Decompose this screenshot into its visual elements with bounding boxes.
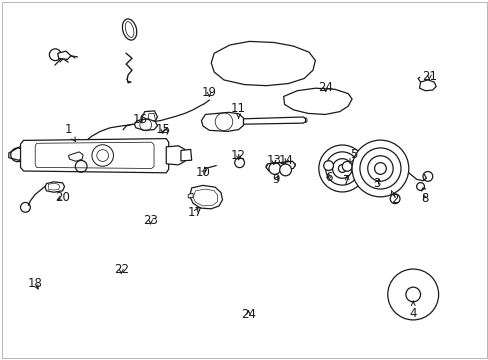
Text: 21: 21 — [421, 70, 436, 83]
Text: 12: 12 — [231, 149, 245, 162]
Ellipse shape — [292, 163, 295, 167]
Circle shape — [367, 156, 392, 181]
Text: 24: 24 — [241, 309, 255, 321]
Polygon shape — [134, 119, 157, 130]
Polygon shape — [265, 161, 295, 171]
Text: 8: 8 — [421, 192, 428, 205]
Polygon shape — [181, 149, 191, 161]
Text: 10: 10 — [195, 166, 210, 179]
Text: 7: 7 — [343, 174, 350, 186]
Polygon shape — [142, 111, 157, 123]
Circle shape — [325, 152, 358, 185]
Text: 11: 11 — [231, 102, 245, 118]
Text: 24: 24 — [318, 81, 332, 94]
Polygon shape — [35, 142, 154, 168]
Circle shape — [279, 164, 291, 176]
Circle shape — [318, 145, 365, 192]
Polygon shape — [243, 117, 305, 124]
Polygon shape — [419, 80, 435, 91]
Circle shape — [342, 161, 351, 171]
Text: 13: 13 — [266, 154, 281, 167]
Polygon shape — [148, 113, 155, 121]
Text: 6: 6 — [324, 171, 332, 184]
Ellipse shape — [19, 147, 28, 164]
Polygon shape — [189, 185, 222, 209]
Polygon shape — [166, 146, 184, 165]
Text: 3: 3 — [372, 177, 380, 190]
Polygon shape — [68, 152, 83, 161]
Ellipse shape — [268, 66, 279, 71]
Text: 17: 17 — [188, 206, 203, 219]
Circle shape — [332, 159, 351, 178]
Circle shape — [234, 158, 244, 168]
Text: 9: 9 — [272, 173, 280, 186]
Polygon shape — [193, 189, 217, 206]
Polygon shape — [9, 147, 27, 160]
Text: 2: 2 — [390, 190, 398, 206]
Polygon shape — [211, 41, 315, 86]
Text: 16: 16 — [132, 113, 147, 126]
Circle shape — [405, 287, 420, 302]
Polygon shape — [188, 193, 193, 198]
Circle shape — [374, 163, 386, 174]
Polygon shape — [20, 139, 168, 173]
Text: 23: 23 — [143, 214, 158, 227]
Polygon shape — [58, 51, 71, 59]
Ellipse shape — [122, 19, 137, 40]
Polygon shape — [201, 112, 243, 131]
Circle shape — [323, 161, 333, 171]
Polygon shape — [48, 183, 60, 190]
Circle shape — [387, 269, 438, 320]
Text: 22: 22 — [114, 263, 128, 276]
Circle shape — [268, 163, 280, 174]
Text: 20: 20 — [55, 191, 70, 204]
Circle shape — [338, 165, 346, 172]
Circle shape — [351, 140, 408, 197]
Ellipse shape — [265, 164, 269, 168]
Text: 15: 15 — [155, 123, 170, 136]
Circle shape — [359, 148, 400, 189]
Text: 1: 1 — [64, 123, 75, 141]
Text: 14: 14 — [279, 154, 293, 167]
Text: 19: 19 — [202, 86, 216, 99]
Polygon shape — [45, 182, 64, 192]
Text: 5: 5 — [349, 148, 357, 163]
Ellipse shape — [303, 118, 306, 122]
Text: 18: 18 — [28, 277, 42, 290]
Polygon shape — [283, 88, 351, 114]
Text: 4: 4 — [408, 301, 416, 320]
